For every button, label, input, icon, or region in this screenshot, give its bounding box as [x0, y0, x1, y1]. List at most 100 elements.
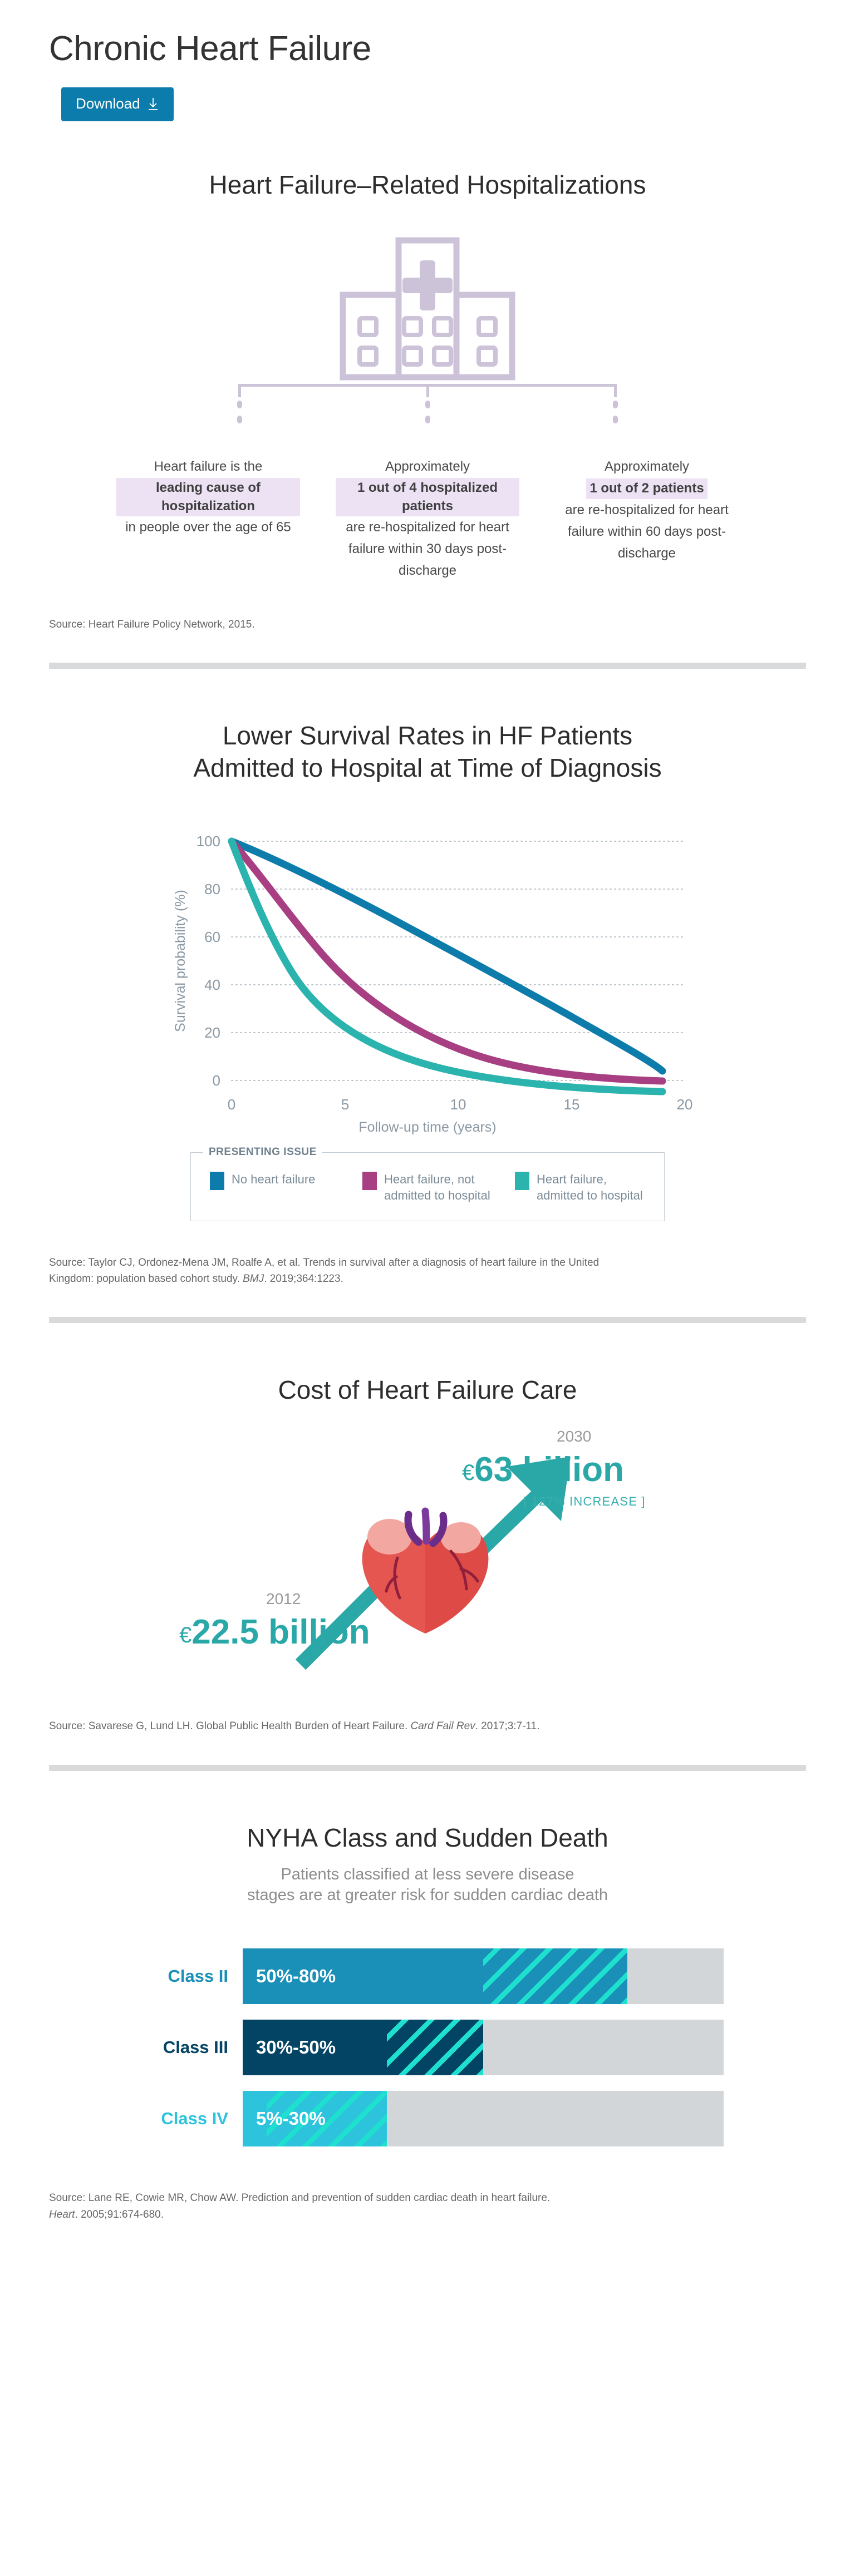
- nyha-subtitle: Patients classified at less severe disea…: [0, 1864, 855, 1906]
- nyha-track: 50%-80%: [243, 1948, 724, 2005]
- download-button-label: Download: [76, 95, 140, 112]
- hospital-illustration: [0, 234, 855, 384]
- stat-highlight: leading cause of hospitalization: [116, 478, 300, 516]
- cost-increase-badge: [ 127% INCREASE ]: [523, 1494, 646, 1509]
- cost-amount-2012: €22.5 billion: [179, 1612, 370, 1652]
- nyha-label-class-3: Class III: [163, 2037, 228, 2057]
- cost-illustration: 2030 €63 billion [ 127% INCREASE ] 2012 …: [0, 1423, 855, 1713]
- heart-anatomy-icon: [362, 1507, 489, 1634]
- nyha-source-line2b: . 2005;91:674-680.: [75, 2208, 164, 2220]
- legend-swatch-magenta: [362, 1172, 377, 1191]
- cost-amount-2030-value: 63 billion: [474, 1450, 624, 1489]
- stat-post-text: in people over the age of 65: [125, 520, 291, 535]
- hospitalizations-title: Heart Failure–Related Hospitalizations: [209, 170, 646, 200]
- section-cost: Cost of Heart Failure Care: [0, 1323, 855, 1771]
- connector-dots-middle: [425, 401, 430, 424]
- y-tick-0: 0: [213, 1072, 220, 1089]
- survival-legend: PRESENTING ISSUE No heart failure Heart …: [190, 1146, 665, 1221]
- connector-vertical-right: [614, 384, 617, 398]
- nyha-fill-class-2: 50%-80%: [243, 1948, 628, 2005]
- nyha-source: Source: Lane RE, Cowie MR, Chow AW. Pred…: [0, 2190, 855, 2223]
- y-tick-40: 40: [204, 976, 220, 993]
- cost-source-tail: . 2017;3:7-11.: [475, 1720, 540, 1733]
- survival-title-line2: Admitted to Hospital at Time of Diagnosi…: [193, 753, 662, 783]
- nyha-subtitle-line2: stages are at greater risk for sudden ca…: [247, 1886, 608, 1904]
- stat-post-text: are re-hospitalized for heart failure wi…: [346, 520, 509, 579]
- legend-item-no-heart-failure[interactable]: No heart failure: [210, 1172, 342, 1203]
- cost-source-journal: Card Fail Rev: [410, 1720, 475, 1733]
- download-arrow-icon: [147, 97, 159, 111]
- nyha-row-class-3: Class III 30%-50%: [131, 2020, 724, 2076]
- nyha-row-class-2: Class II 50%-80%: [131, 1948, 724, 2005]
- survival-chart: 100 80 60 40 20 0 Survival prob: [0, 813, 855, 1125]
- legend-swatch-blue: [210, 1172, 224, 1191]
- nyha-label-class-4: Class IV: [161, 2109, 228, 2129]
- cost-year-2012: 2012: [266, 1590, 301, 1608]
- section-survival: Lower Survival Rates in HF Patients Admi…: [0, 669, 855, 1324]
- survival-source: Source: Taylor CJ, Ordonez-Mena JM, Roal…: [0, 1255, 855, 1287]
- survival-source-line1: Source: Taylor CJ, Ordonez-Mena JM, Roal…: [49, 1256, 600, 1269]
- x-tick-0: 0: [228, 1096, 235, 1113]
- connector-vertical-middle: [426, 384, 429, 398]
- stat-post-text: are re-hospitalized for heart failure wi…: [565, 502, 729, 561]
- survival-source-journal: BMJ: [243, 1272, 264, 1285]
- legend-label: Heart failure, not admitted to hospital: [384, 1172, 490, 1202]
- survival-chart-svg: 100 80 60 40 20 0 Survival prob: [173, 833, 693, 1113]
- cost-source-text: Source: Savarese G, Lund LH. Global Publ…: [49, 1720, 411, 1733]
- download-button[interactable]: Download: [61, 87, 174, 122]
- legend-label: No heart failure: [232, 1172, 316, 1187]
- connector-dots-left: [237, 401, 242, 424]
- connector-vertical-left: [238, 384, 241, 398]
- legend-title: PRESENTING ISSUE: [203, 1146, 322, 1159]
- survival-source-line2b: . 2019;364:1223.: [264, 1272, 343, 1285]
- legend-swatch-teal: [515, 1172, 529, 1191]
- nyha-label-class-2: Class II: [168, 1966, 228, 1986]
- nyha-title: NYHA Class and Sudden Death: [247, 1823, 608, 1852]
- hospitalizations-source: Source: Heart Failure Policy Network, 20…: [49, 619, 255, 631]
- stat-item: Heart failure is the leading cause of ho…: [116, 456, 300, 582]
- stat-item: Approximately 1 out of 4 hospitalized pa…: [336, 456, 519, 582]
- y-tick-60: 60: [204, 929, 220, 945]
- nyha-fill-class-3: 30%-50%: [243, 2020, 483, 2076]
- x-tick-10: 10: [450, 1096, 466, 1113]
- hospitalization-stats: Heart failure is the leading cause of ho…: [0, 456, 855, 582]
- page-title: Chronic Heart Failure: [49, 29, 371, 68]
- cost-title: Cost of Heart Failure Care: [278, 1375, 577, 1405]
- stat-highlight: 1 out of 4 hospitalized patients: [336, 478, 519, 516]
- stat-pre-text: Approximately: [385, 459, 470, 475]
- survival-source-line2a: Kingdom: population based cohort study.: [49, 1272, 243, 1285]
- hospital-connector: [149, 384, 706, 451]
- legend-label: Heart failure, admitted to hospital: [537, 1172, 643, 1202]
- y-tick-20: 20: [204, 1024, 220, 1041]
- section-divider: [49, 1764, 806, 1771]
- x-tick-20: 20: [677, 1096, 693, 1113]
- nyha-subtitle-line1: Patients classified at less severe disea…: [281, 1865, 574, 1883]
- nyha-hatch-overlay: [267, 2091, 387, 2147]
- stat-highlight: 1 out of 2 patients: [586, 478, 707, 499]
- nyha-track: 30%-50%: [243, 2020, 724, 2076]
- survival-title-line1: Lower Survival Rates in HF Patients: [222, 721, 633, 751]
- nyha-value-class-2: 50%-80%: [256, 1966, 336, 1987]
- section-nyha: NYHA Class and Sudden Death Patients cla…: [0, 1771, 855, 2223]
- nyha-value-class-4: 5%-30%: [256, 2108, 326, 2129]
- x-tick-5: 5: [341, 1096, 349, 1113]
- infographic-page: Chronic Heart Failure Download Heart Fai…: [0, 0, 855, 2223]
- section-divider: [49, 1317, 806, 1324]
- hospital-building-icon: [340, 237, 515, 381]
- cost-year-2030: 2030: [557, 1428, 592, 1445]
- y-tick-100: 100: [196, 833, 220, 850]
- section-hospitalizations: Heart Failure–Related Hospitalizations: [0, 121, 855, 669]
- euro-symbol: €: [462, 1460, 475, 1486]
- nyha-fill-class-4: 5%-30%: [243, 2091, 387, 2147]
- legend-item-hf-not-admitted[interactable]: Heart failure, not admitted to hospital: [362, 1172, 495, 1203]
- y-axis-label: Survival probability (%): [173, 890, 188, 1033]
- series-hf-not-admitted: [228, 837, 666, 1085]
- euro-symbol: €: [179, 1623, 192, 1648]
- connector-dots-right: [613, 401, 618, 424]
- nyha-track: 5%-30%: [243, 2091, 724, 2147]
- legend-item-hf-admitted[interactable]: Heart failure, admitted to hospital: [515, 1172, 647, 1203]
- nyha-source-journal: Heart: [49, 2208, 75, 2220]
- nyha-hatch-overlay: [387, 2020, 483, 2076]
- nyha-value-class-3: 30%-50%: [256, 2037, 336, 2058]
- page-header: Chronic Heart Failure Download: [0, 0, 855, 122]
